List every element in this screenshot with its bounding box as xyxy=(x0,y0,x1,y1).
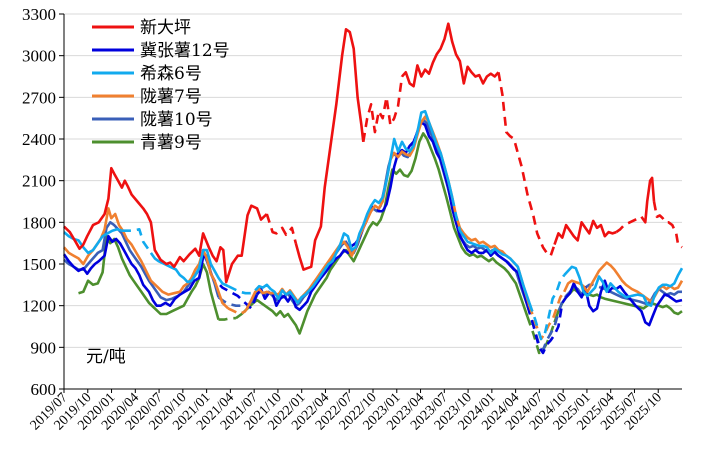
series-2 xyxy=(62,121,683,355)
legend-label: 陇薯7号 xyxy=(140,87,202,107)
series-line xyxy=(235,132,529,335)
series-line xyxy=(553,219,617,246)
legend-label: 青薯9号 xyxy=(140,133,202,153)
series-line-dashed xyxy=(362,76,404,143)
series-line-dashed xyxy=(528,291,566,341)
legend-label: 希森6号 xyxy=(140,64,202,84)
series-line xyxy=(78,234,220,320)
y-tick-label: 600 xyxy=(31,380,57,399)
series-line xyxy=(381,121,529,307)
y-tick-label: 3000 xyxy=(22,47,56,66)
y-tick-label: 2400 xyxy=(22,130,56,149)
series-line xyxy=(62,234,213,307)
y-axis-unit-label: 元/吨 xyxy=(86,347,126,367)
series-line-dashed xyxy=(652,201,683,249)
y-tick-label: 1500 xyxy=(22,255,56,274)
y-tick-label: 900 xyxy=(31,338,57,357)
series-line-dashed xyxy=(615,215,642,234)
series-line xyxy=(254,109,454,305)
series-line xyxy=(458,229,531,304)
series-line xyxy=(563,265,684,307)
series-line-dashed xyxy=(217,296,248,307)
series-line xyxy=(553,287,683,323)
series-5 xyxy=(63,118,682,352)
y-tick-label: 2700 xyxy=(22,88,56,107)
y-tick-label: 2100 xyxy=(22,172,56,191)
series-line-dashed xyxy=(227,307,247,316)
series-line-dashed xyxy=(526,296,568,355)
legend-label: 冀张薯12号 xyxy=(140,41,230,61)
series-lines xyxy=(62,22,684,355)
series-6 xyxy=(78,132,683,355)
series-line xyxy=(244,115,531,312)
series-1 xyxy=(63,22,683,284)
series-line-dashed xyxy=(227,285,256,295)
y-tick-label: 1800 xyxy=(22,213,56,232)
series-line xyxy=(256,227,365,312)
y-tick-label: 3300 xyxy=(22,5,56,24)
series-line-dashed xyxy=(450,197,462,232)
y-axis-tick-labels: 600 900 1200 1500 1800 2100 2400 2700 3000 3300 xyxy=(22,5,56,399)
series-line xyxy=(401,22,500,88)
series-line xyxy=(63,166,268,284)
x-axis-tick-labels: 2019/072019/102020/012020/042020/072020/… xyxy=(28,390,665,433)
series-line-dashed xyxy=(528,274,566,341)
series-line-dashed xyxy=(265,213,298,244)
axes xyxy=(63,14,682,393)
legend-label: 陇薯10号 xyxy=(140,110,213,130)
series-line-dashed xyxy=(497,72,556,257)
series-line xyxy=(640,176,656,224)
series-line-dashed xyxy=(218,316,236,321)
series-line-dashed xyxy=(121,228,152,254)
y-tick-label: 1200 xyxy=(22,297,56,316)
series-line xyxy=(604,287,682,306)
series-line xyxy=(294,28,365,271)
series-line xyxy=(246,118,529,307)
legend-label: 新大坪 xyxy=(140,18,191,38)
